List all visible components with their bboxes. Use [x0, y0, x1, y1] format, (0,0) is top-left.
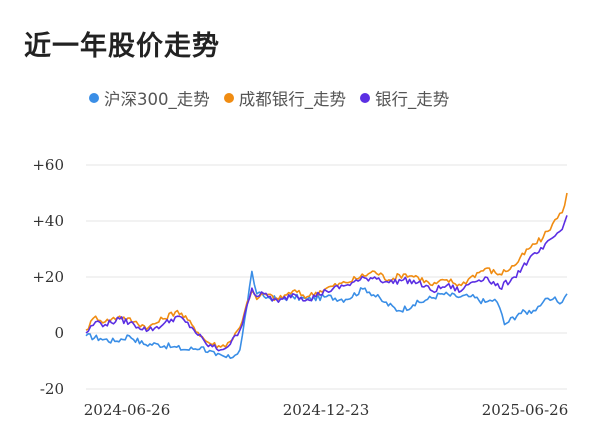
legend-item-hs300[interactable]: 沪深300_走势	[89, 86, 210, 110]
legend-item-bank[interactable]: 银行_走势	[360, 86, 449, 110]
x-tick-labels: 2024-06-26 2024-12-23 2025-06-26	[84, 401, 568, 419]
x-tick-label: 2025-06-26	[482, 401, 568, 419]
x-tick-label: 2024-12-23	[283, 401, 369, 419]
x-tick-label: 2024-06-26	[84, 401, 170, 419]
y-tick-label: +40	[32, 212, 64, 230]
y-tick-labels: +60 +40 +20 0 -20	[32, 156, 64, 398]
y-tick-label: -20	[40, 380, 64, 398]
legend-item-chengdu-bank[interactable]: 成都银行_走势	[223, 86, 346, 110]
series-line	[85, 192, 568, 349]
series-line	[85, 215, 568, 352]
chart-legend: 沪深300_走势 成都银行_走势 银行_走势	[89, 86, 449, 110]
chart-title: 近一年股价走势	[24, 31, 220, 62]
legend-label-hs300: 沪深300_走势	[104, 90, 210, 109]
grid-layer	[86, 164, 567, 390]
legend-dot-chengdu-bank	[223, 93, 234, 103]
series-line	[85, 270, 568, 359]
y-tick-label: +20	[32, 268, 64, 286]
series-layer	[85, 192, 568, 359]
y-tick-label: 0	[54, 324, 64, 342]
legend-dot-bank	[360, 93, 370, 103]
legend-label-chengdu-bank: 成都银行_走势	[238, 90, 346, 109]
y-tick-label: +60	[32, 156, 64, 174]
legend-label-bank: 银行_走势	[375, 90, 450, 109]
legend-dot-hs300	[89, 93, 99, 103]
